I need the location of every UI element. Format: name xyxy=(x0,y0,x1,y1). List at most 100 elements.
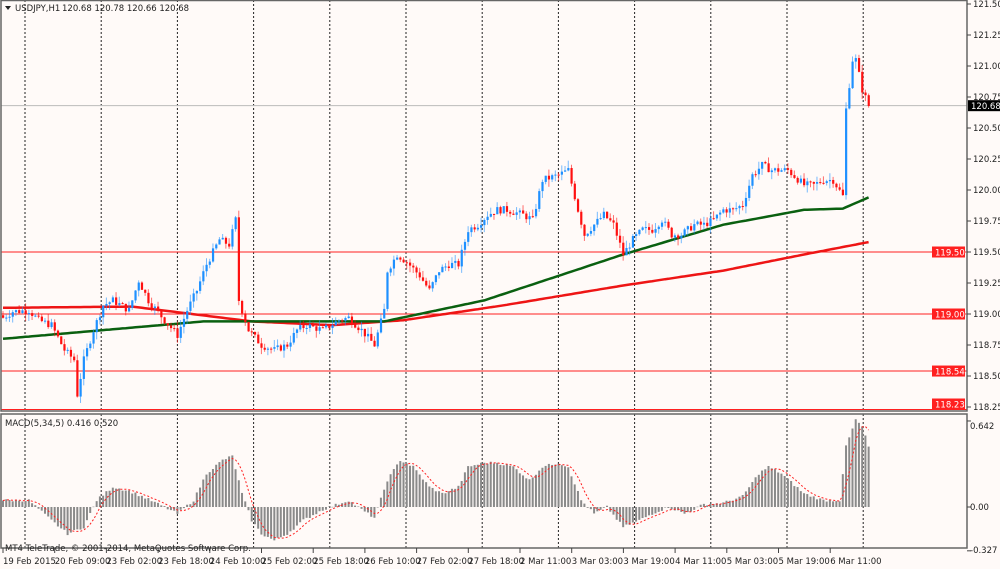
macd-tick-label: 0.642 xyxy=(970,422,994,432)
macd-bar xyxy=(244,501,247,507)
candle-body xyxy=(247,322,250,332)
candle-body xyxy=(73,356,76,361)
time-label: 5 Mar 19:00 xyxy=(779,557,830,567)
candle-body xyxy=(189,301,192,311)
candle-body xyxy=(570,168,573,184)
candle-body xyxy=(573,183,576,200)
macd-bar xyxy=(350,502,353,507)
candle-body xyxy=(741,206,744,208)
candle-body xyxy=(102,305,105,318)
macd-bar xyxy=(53,507,56,523)
macd-bar xyxy=(92,506,95,508)
level-label: 118.54 xyxy=(935,368,965,378)
candle-body xyxy=(689,226,693,231)
candle-body xyxy=(270,348,273,350)
candle-body xyxy=(8,316,11,318)
candle-body xyxy=(14,310,18,313)
macd-bar xyxy=(334,503,337,507)
macd-bar xyxy=(179,507,182,510)
macd-bar xyxy=(741,495,744,507)
candle-body xyxy=(366,333,370,337)
macd-bar xyxy=(431,487,434,507)
candle-body xyxy=(279,345,282,351)
candle-body xyxy=(40,316,43,322)
candle-body xyxy=(173,328,176,330)
macd-bar xyxy=(140,495,143,507)
candle-body xyxy=(696,221,699,225)
candle-body xyxy=(105,303,108,306)
macd-bar xyxy=(370,507,373,517)
candle-body xyxy=(399,257,402,260)
candle-body xyxy=(483,219,486,226)
macd-bar xyxy=(18,500,21,507)
candle-body xyxy=(638,229,641,235)
candle-body xyxy=(444,266,447,268)
candle-body xyxy=(98,317,102,321)
candle-body xyxy=(767,163,770,173)
macd-bar xyxy=(408,465,411,507)
macd-bar xyxy=(295,507,298,526)
macd-bar xyxy=(357,506,360,508)
candle-body xyxy=(53,322,56,331)
macd-bar xyxy=(731,500,734,507)
candle-body xyxy=(221,237,224,240)
macd-bar xyxy=(518,473,521,507)
macd-bar xyxy=(564,466,567,507)
macd-bar xyxy=(706,505,709,507)
macd-bar xyxy=(131,493,134,507)
macd-bar xyxy=(867,446,870,507)
triangle-down-icon[interactable] xyxy=(5,6,11,10)
macd-bar xyxy=(450,488,453,507)
candle-body xyxy=(69,349,73,357)
macd-bar xyxy=(37,507,40,509)
horizontal-levels xyxy=(1,105,967,410)
candle-body xyxy=(845,108,848,196)
time-label: 5 Mar 03:00 xyxy=(727,557,778,567)
macd-bar xyxy=(606,505,609,507)
macd-bar xyxy=(680,507,683,512)
price-tick-label: 118.50 xyxy=(973,372,1000,382)
candle-body xyxy=(257,334,260,344)
macd-bar xyxy=(137,496,140,507)
price-tick-label: 120.00 xyxy=(973,186,1000,196)
price-tick-label: 119.00 xyxy=(973,310,1000,320)
candle-body xyxy=(305,327,308,329)
vertical-grid xyxy=(24,0,864,548)
macd-bar xyxy=(473,465,476,507)
candle-body xyxy=(790,169,793,176)
level-label-bg xyxy=(932,365,965,377)
macd-bar xyxy=(522,475,525,507)
candle-body xyxy=(337,320,341,322)
macd-bar xyxy=(444,493,447,507)
macd-bar xyxy=(699,504,702,507)
candle-body xyxy=(786,168,790,170)
macd-bar xyxy=(460,481,463,507)
candle-body xyxy=(522,210,525,214)
macd-bar xyxy=(43,507,46,514)
macd-bar xyxy=(205,474,208,507)
macd-bar xyxy=(66,507,69,536)
candle-body xyxy=(586,233,589,236)
candle-body xyxy=(554,174,557,176)
candle-body xyxy=(137,282,140,291)
macd-bar xyxy=(14,499,17,507)
candle-body xyxy=(357,327,360,331)
macd-bar xyxy=(525,478,528,507)
macd-bar xyxy=(702,503,705,507)
macd-bar xyxy=(360,507,363,509)
candle-body xyxy=(470,227,473,233)
macd-bar xyxy=(182,507,185,509)
candle-body xyxy=(425,280,428,286)
macd-bar xyxy=(144,498,147,507)
candle-body xyxy=(528,216,531,220)
macd-bar xyxy=(421,479,424,507)
macd-bar xyxy=(757,474,760,507)
macd-bar xyxy=(95,501,98,507)
candle-body xyxy=(34,315,37,317)
macd-tick-label: -0.327 xyxy=(970,546,997,556)
candle-body xyxy=(66,349,69,351)
macd-bar xyxy=(273,507,276,541)
candle-body xyxy=(534,208,538,217)
